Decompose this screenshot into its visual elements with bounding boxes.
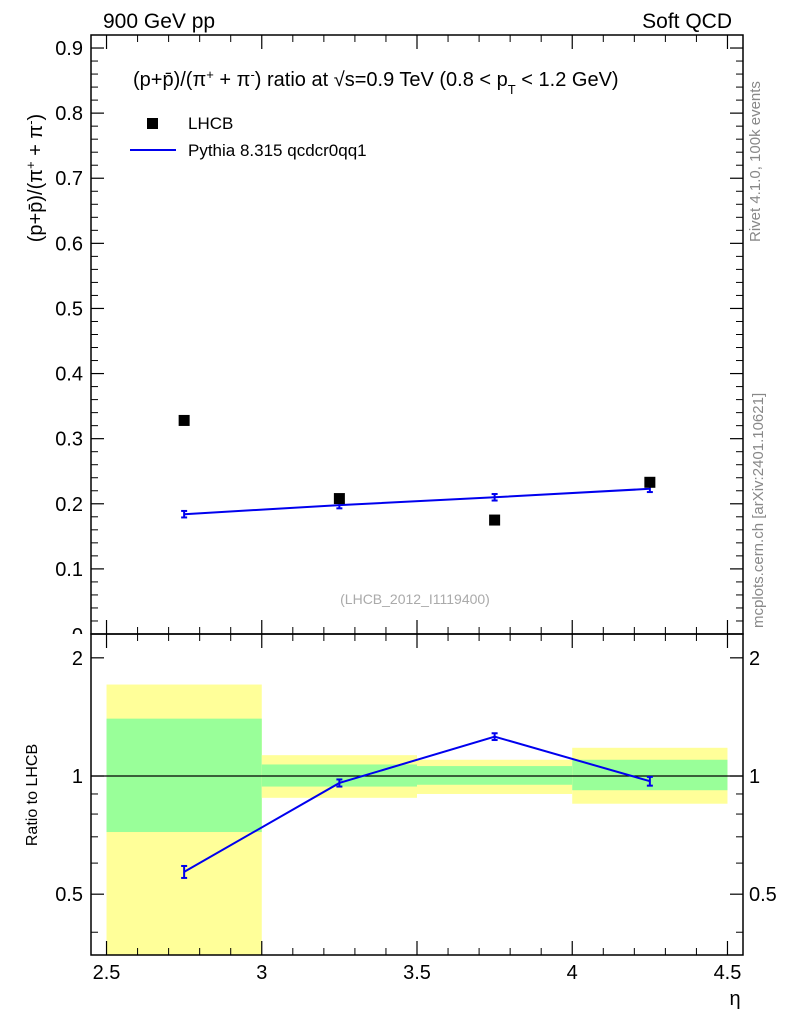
ratio-y-tick-label-right: 1 <box>749 766 760 788</box>
main-y-tick-label: 0.9 <box>55 38 83 60</box>
main-y-tick-label: 0.4 <box>55 364 83 386</box>
ratio-y-tick-label: 0.5 <box>55 884 83 906</box>
main-y-tick-label: 0.3 <box>55 429 83 451</box>
main-y-tick-label-zero: 0 <box>72 625 83 647</box>
data-point <box>178 414 190 426</box>
main-y-tick-label: 0.1 <box>55 559 83 581</box>
main-y-tick-label: 0.5 <box>55 298 83 320</box>
ratio-data-marks <box>181 732 653 879</box>
legend-data-label: LHCB <box>188 114 233 133</box>
legend-data-marker <box>147 118 158 129</box>
rivet-version-label: Rivet 4.1.0, 100k events <box>747 81 764 242</box>
ratio-panel: 0.5 0.5 1 1 2 2 2.5 3 3.5 4 4.5 Ratio to LHCB η <box>24 633 777 1010</box>
main-panel: 0.1 0.2 0.3 0.4 0.5 0.6 0.7 0.8 0.9 0 (p+p̄)/(π+ … <box>23 34 744 647</box>
analysis-watermark: (LHCB_2012_I1119400) <box>340 591 490 607</box>
header-left-label: 900 GeV pp <box>103 10 215 33</box>
main-y-tick-label: 0.8 <box>55 103 83 125</box>
data-point <box>333 493 345 505</box>
data-point <box>644 476 656 488</box>
x-tick-label: 3 <box>256 962 267 984</box>
legend: LHCB Pythia 8.315 qcdcr0qq1 <box>130 114 367 160</box>
ratio-y-axis-label: Ratio to LHCB <box>24 744 41 846</box>
main-title: (p+p̄)/(π+ + π-) ratio at √s=0.9 TeV (0.… <box>133 67 619 97</box>
main-y-tick-label: 0.6 <box>55 233 83 255</box>
x-tick-label: 4 <box>567 962 578 984</box>
mc-line <box>184 487 650 516</box>
ratio-y-tick-label-right: 2 <box>749 648 760 670</box>
ratio-uncertainty-bands <box>106 684 728 955</box>
x-tick-label: 3.5 <box>403 962 431 984</box>
ratio-y-tick-label: 1 <box>72 766 83 788</box>
ratio-y-axis: 0.5 0.5 1 1 2 2 <box>55 648 777 933</box>
data-point <box>489 514 501 526</box>
x-tick-label: 4.5 <box>714 962 742 984</box>
main-y-axis-label: (p+p̄)/(π+ + π-) <box>23 114 48 242</box>
ratio-y-tick-label-right: 0.5 <box>749 884 777 906</box>
ratio-mc-line <box>183 735 651 873</box>
legend-mc-label: Pythia 8.315 qcdcr0qq1 <box>188 141 367 160</box>
x-tick-label: 2.5 <box>93 962 121 984</box>
main-data-marks <box>178 414 656 526</box>
x-axis-label: η <box>729 988 740 1010</box>
main-y-axis: 0.1 0.2 0.3 0.4 0.5 0.6 0.7 0.8 0.9 0 <box>55 38 743 647</box>
mcplots-label: mcplots.cern.ch [arXiv:2401.10621] <box>750 393 767 628</box>
ratio-band-green <box>106 718 262 833</box>
header-right-label: Soft QCD <box>642 10 732 33</box>
main-y-tick-label: 0.2 <box>55 494 83 516</box>
main-x-ticks <box>105 35 729 634</box>
ratio-x-axis: 2.5 3 3.5 4 4.5 <box>93 634 742 984</box>
main-y-tick-label: 0.7 <box>55 168 83 190</box>
ratio-y-tick-label: 2 <box>72 648 83 670</box>
